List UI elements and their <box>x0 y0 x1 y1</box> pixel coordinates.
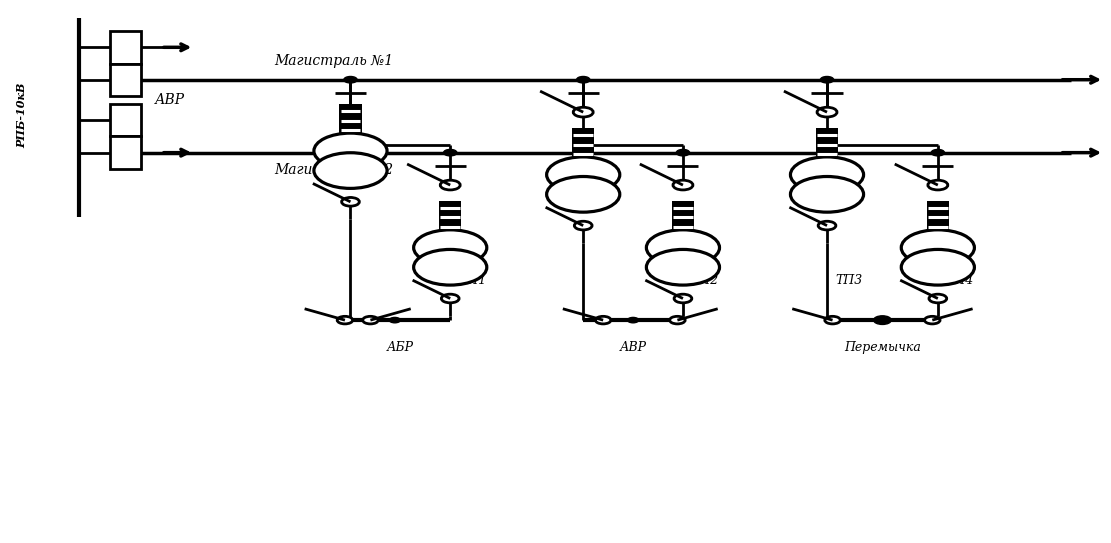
Bar <box>110 31 141 64</box>
Circle shape <box>677 149 690 156</box>
Text: Магистраль №2: Магистраль №2 <box>274 163 393 178</box>
Text: ТП4: ТП4 <box>947 274 974 287</box>
Bar <box>439 201 461 234</box>
Bar <box>110 104 141 136</box>
Circle shape <box>577 77 590 83</box>
Circle shape <box>817 108 837 117</box>
Circle shape <box>413 230 487 266</box>
Text: АВР: АВР <box>154 93 184 107</box>
Circle shape <box>670 317 685 324</box>
Circle shape <box>389 318 400 323</box>
Circle shape <box>790 157 863 193</box>
Circle shape <box>573 108 593 117</box>
Text: РПБ-10кВ: РПБ-10кВ <box>16 82 27 148</box>
Circle shape <box>820 77 833 83</box>
Circle shape <box>574 221 592 230</box>
Circle shape <box>929 294 947 303</box>
Circle shape <box>931 149 944 156</box>
Circle shape <box>928 180 948 190</box>
Circle shape <box>901 230 974 266</box>
Circle shape <box>674 294 692 303</box>
Text: ТП3: ТП3 <box>835 274 863 287</box>
Circle shape <box>441 294 459 303</box>
Circle shape <box>595 317 611 324</box>
Circle shape <box>314 153 387 188</box>
Circle shape <box>314 133 387 169</box>
Text: ТП2: ТП2 <box>692 274 719 287</box>
Bar <box>572 128 594 161</box>
Circle shape <box>901 249 974 285</box>
Bar <box>672 201 694 234</box>
Circle shape <box>647 249 720 285</box>
Circle shape <box>362 317 378 324</box>
Bar <box>927 201 949 234</box>
Circle shape <box>440 180 460 190</box>
Text: ТП1: ТП1 <box>459 274 487 287</box>
Circle shape <box>824 317 840 324</box>
Bar <box>110 136 141 169</box>
Bar <box>815 128 838 161</box>
Circle shape <box>547 176 620 212</box>
Circle shape <box>818 221 835 230</box>
Circle shape <box>343 77 357 83</box>
Circle shape <box>628 318 639 323</box>
Bar <box>110 64 141 96</box>
Text: АВР: АВР <box>620 340 647 353</box>
Circle shape <box>873 316 891 324</box>
Text: Магистраль №1: Магистраль №1 <box>274 54 393 68</box>
Text: АБР: АБР <box>387 340 414 353</box>
Bar <box>339 104 361 137</box>
Circle shape <box>924 317 940 324</box>
Circle shape <box>341 198 359 206</box>
Circle shape <box>673 180 693 190</box>
Circle shape <box>413 249 487 285</box>
Circle shape <box>337 317 352 324</box>
Circle shape <box>790 176 863 212</box>
Circle shape <box>647 230 720 266</box>
Text: Перемычка: Перемычка <box>844 340 921 353</box>
Circle shape <box>443 149 457 156</box>
Circle shape <box>547 157 620 193</box>
